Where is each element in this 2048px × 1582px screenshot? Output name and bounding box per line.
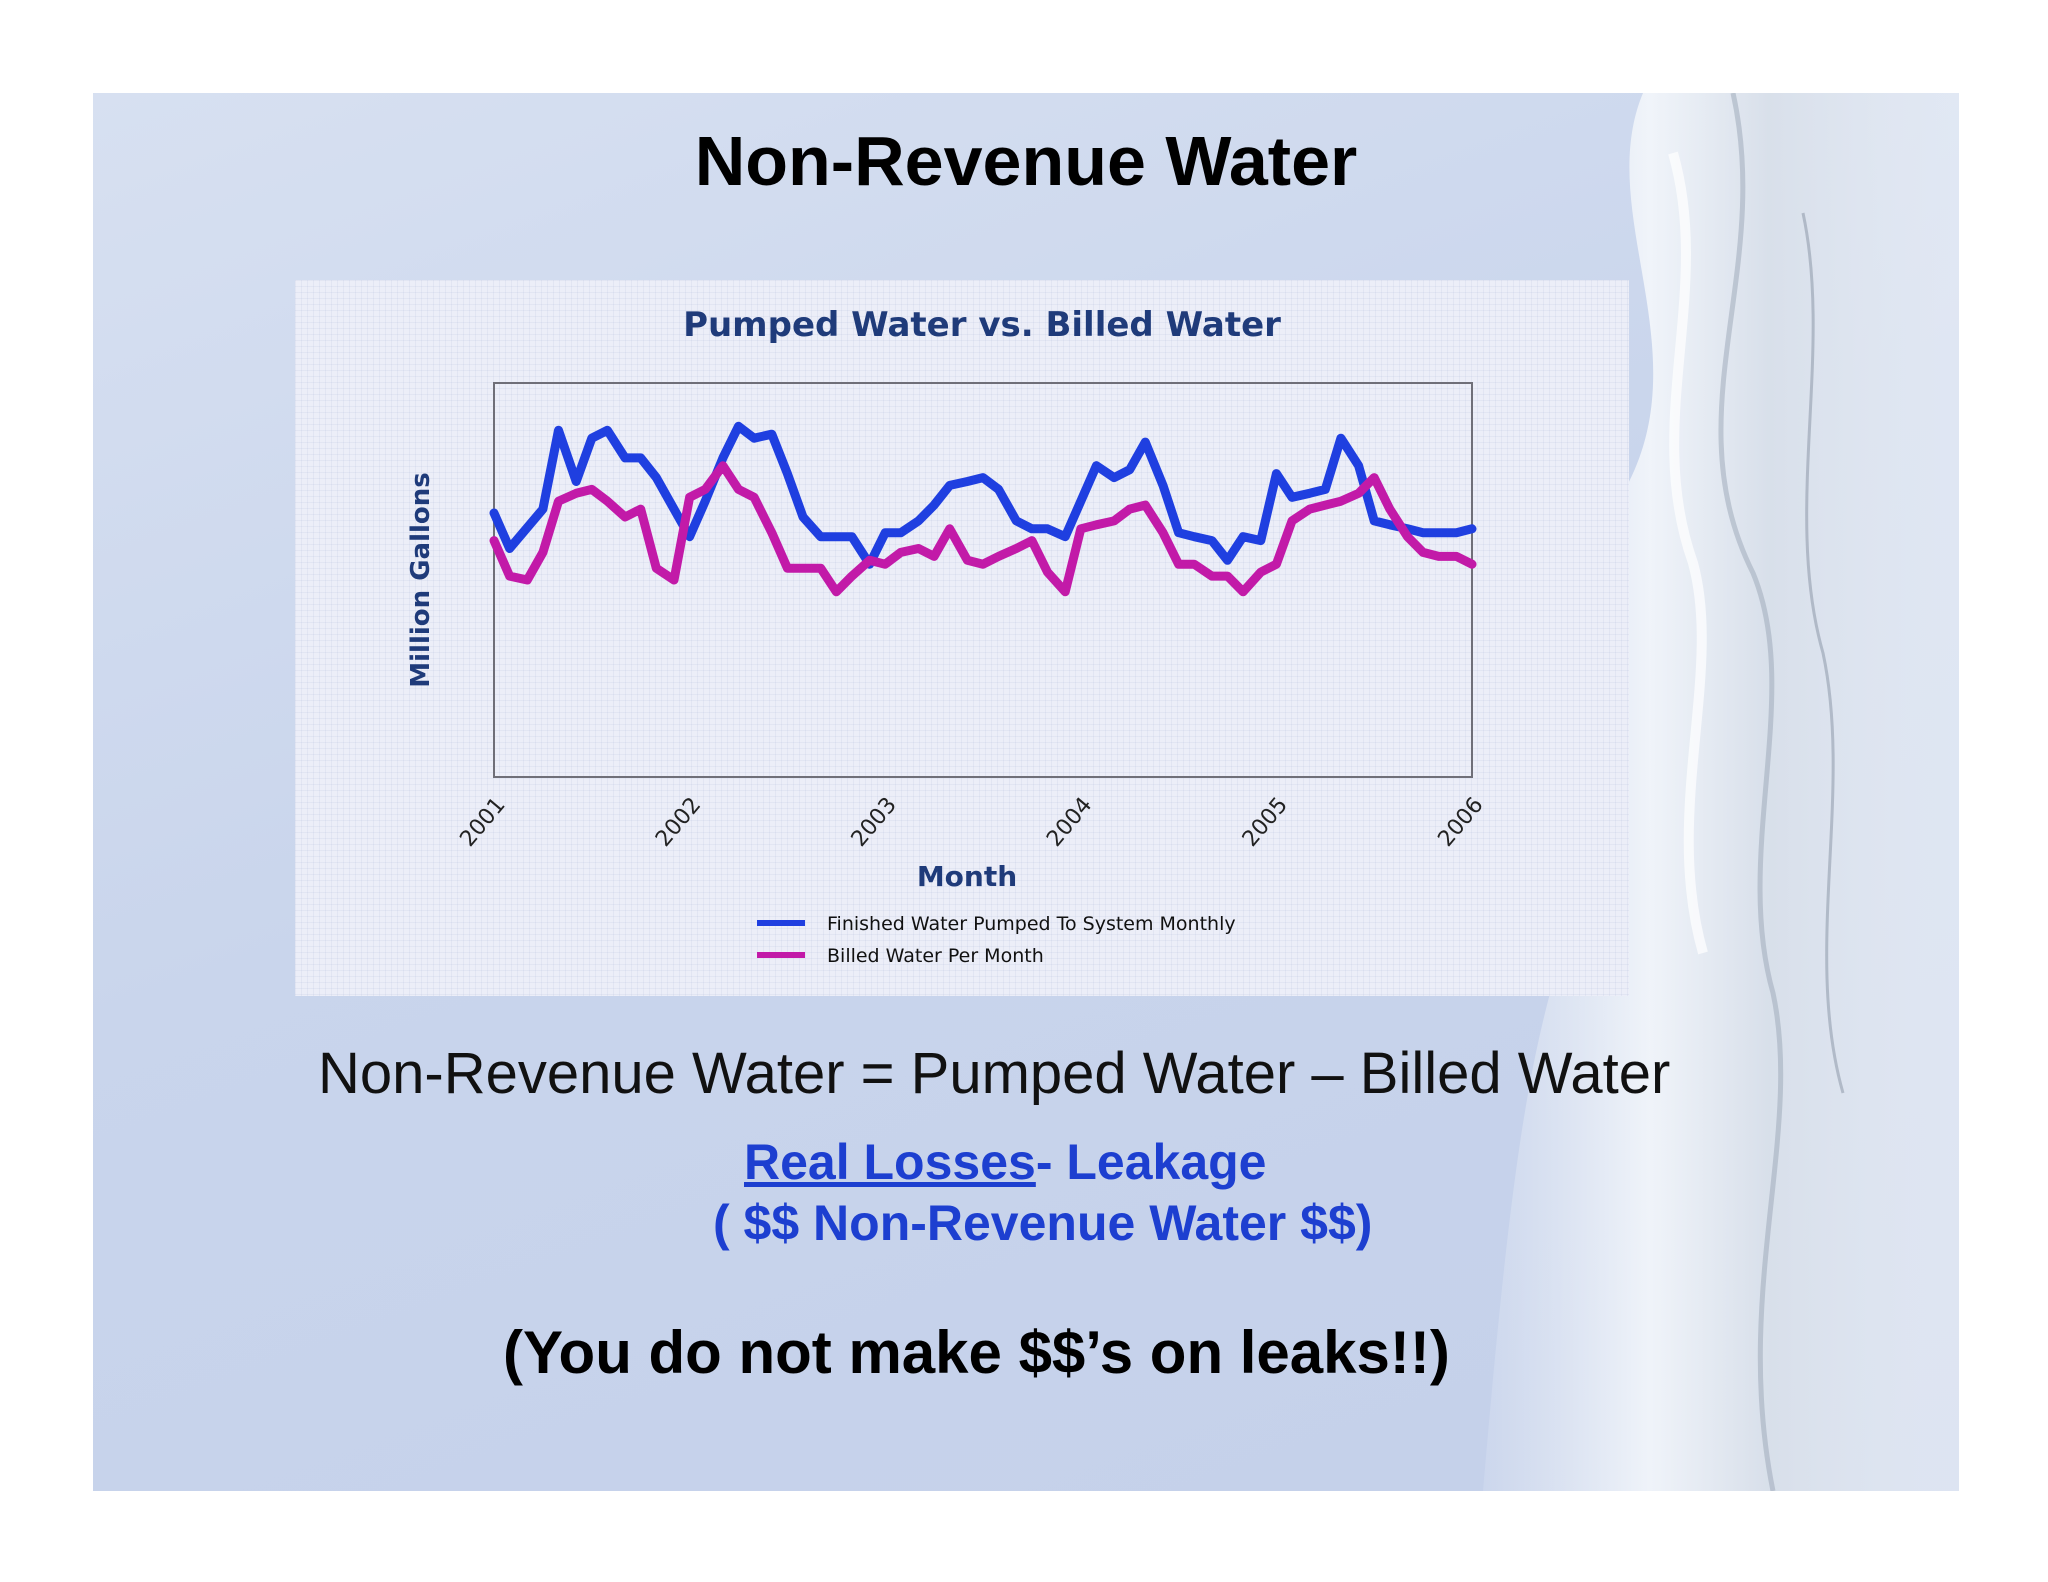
x-axis-label: Month xyxy=(917,860,1017,893)
leaks-note: (You do not make $$’s on leaks!!) xyxy=(503,1319,1450,1386)
x-tick-label: 2002 xyxy=(651,793,706,852)
non-revenue-money-text: ( $$ Non-Revenue Water $$) xyxy=(713,1195,1373,1251)
x-tick-label: 2005 xyxy=(1238,793,1293,852)
x-tick-label: 2004 xyxy=(1042,793,1097,852)
slide-title: Non-Revenue Water xyxy=(694,122,1358,200)
chart-title: Pumped Water vs. Billed Water xyxy=(683,305,1281,345)
legend-label: Billed Water Per Month xyxy=(827,945,1044,967)
x-tick-label: 2006 xyxy=(1433,793,1488,852)
water-stream-decoration xyxy=(1483,93,1959,1491)
chart-panel: Pumped Water vs. Billed Water Million Gal… xyxy=(295,280,1629,996)
plot-area-frame xyxy=(493,382,1473,778)
line-chart: Pumped Water vs. Billed Water Million Gal… xyxy=(406,305,1489,967)
series-line-billed xyxy=(489,461,1477,597)
real-losses-heading: Real Losses- Leakage xyxy=(744,1133,1267,1191)
x-tick-label: 2003 xyxy=(847,793,902,852)
leakage-label: - Leakage xyxy=(1035,1134,1267,1190)
slide: Non-Revenue Water Pumped Water vs. Bille… xyxy=(93,93,1959,1491)
x-tick-label: 2001 xyxy=(455,793,510,852)
legend-label: Finished Water Pumped To System Monthly xyxy=(827,913,1236,935)
real-losses-link[interactable]: Real Losses xyxy=(744,1134,1036,1190)
y-axis-label: Million Gallons xyxy=(406,472,436,688)
series-line-pumped xyxy=(489,421,1477,569)
equation-text: Non-Revenue Water = Pumped Water – Bille… xyxy=(318,1041,1671,1106)
